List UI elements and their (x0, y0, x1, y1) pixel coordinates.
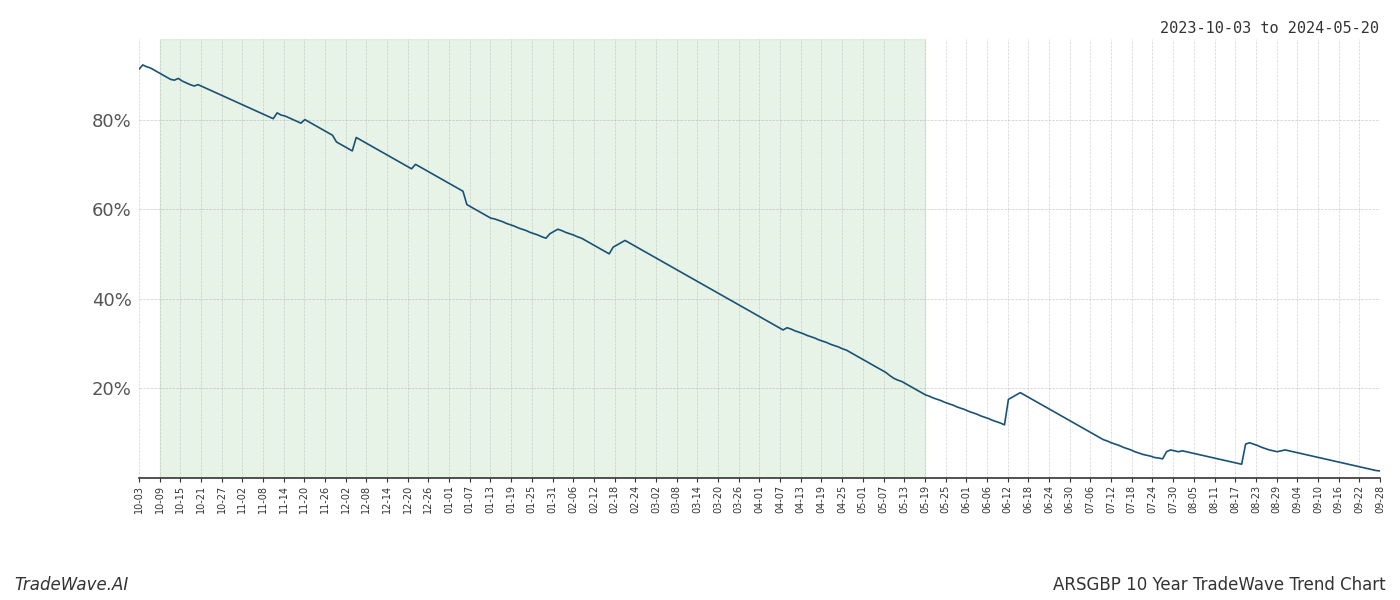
Text: TradeWave.AI: TradeWave.AI (14, 576, 129, 594)
Text: 2023-10-03 to 2024-05-20: 2023-10-03 to 2024-05-20 (1161, 21, 1379, 36)
Text: ARSGBP 10 Year TradeWave Trend Chart: ARSGBP 10 Year TradeWave Trend Chart (1053, 576, 1386, 594)
Bar (160, 39, 925, 478)
